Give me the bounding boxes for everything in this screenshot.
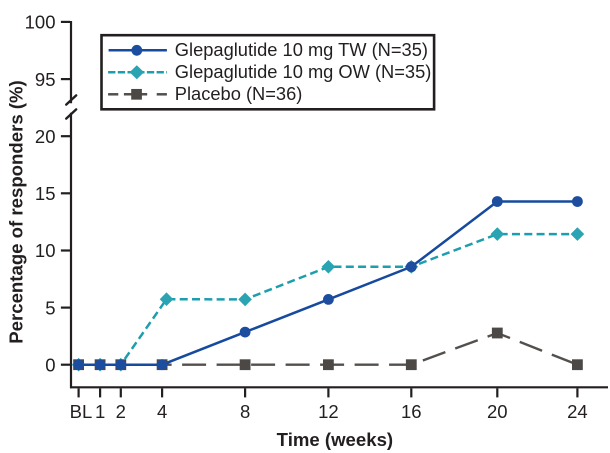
svg-text:Percentage of responders (%): Percentage of responders (%) — [6, 80, 27, 343]
svg-text:Time (weeks): Time (weeks) — [277, 429, 393, 450]
svg-text:20: 20 — [35, 126, 56, 147]
svg-text:Glepaglutide 10 mg OW (N=35): Glepaglutide 10 mg OW (N=35) — [175, 61, 432, 82]
svg-text:4: 4 — [157, 401, 167, 422]
svg-text:0: 0 — [45, 354, 55, 375]
svg-text:Placebo (N=36): Placebo (N=36) — [175, 83, 303, 104]
svg-text:5: 5 — [45, 297, 55, 318]
svg-text:100: 100 — [25, 12, 56, 33]
svg-text:15: 15 — [35, 183, 56, 204]
svg-text:20: 20 — [487, 401, 508, 422]
svg-text:24: 24 — [567, 401, 588, 422]
svg-text:1: 1 — [95, 401, 105, 422]
svg-text:Glepaglutide 10 mg TW (N=35): Glepaglutide 10 mg TW (N=35) — [175, 39, 428, 60]
svg-text:10: 10 — [35, 240, 56, 261]
svg-text:8: 8 — [240, 401, 250, 422]
svg-text:BL: BL — [70, 401, 93, 422]
svg-text:95: 95 — [35, 69, 56, 90]
svg-text:16: 16 — [401, 401, 422, 422]
svg-text:12: 12 — [318, 401, 339, 422]
svg-text:2: 2 — [116, 401, 126, 422]
